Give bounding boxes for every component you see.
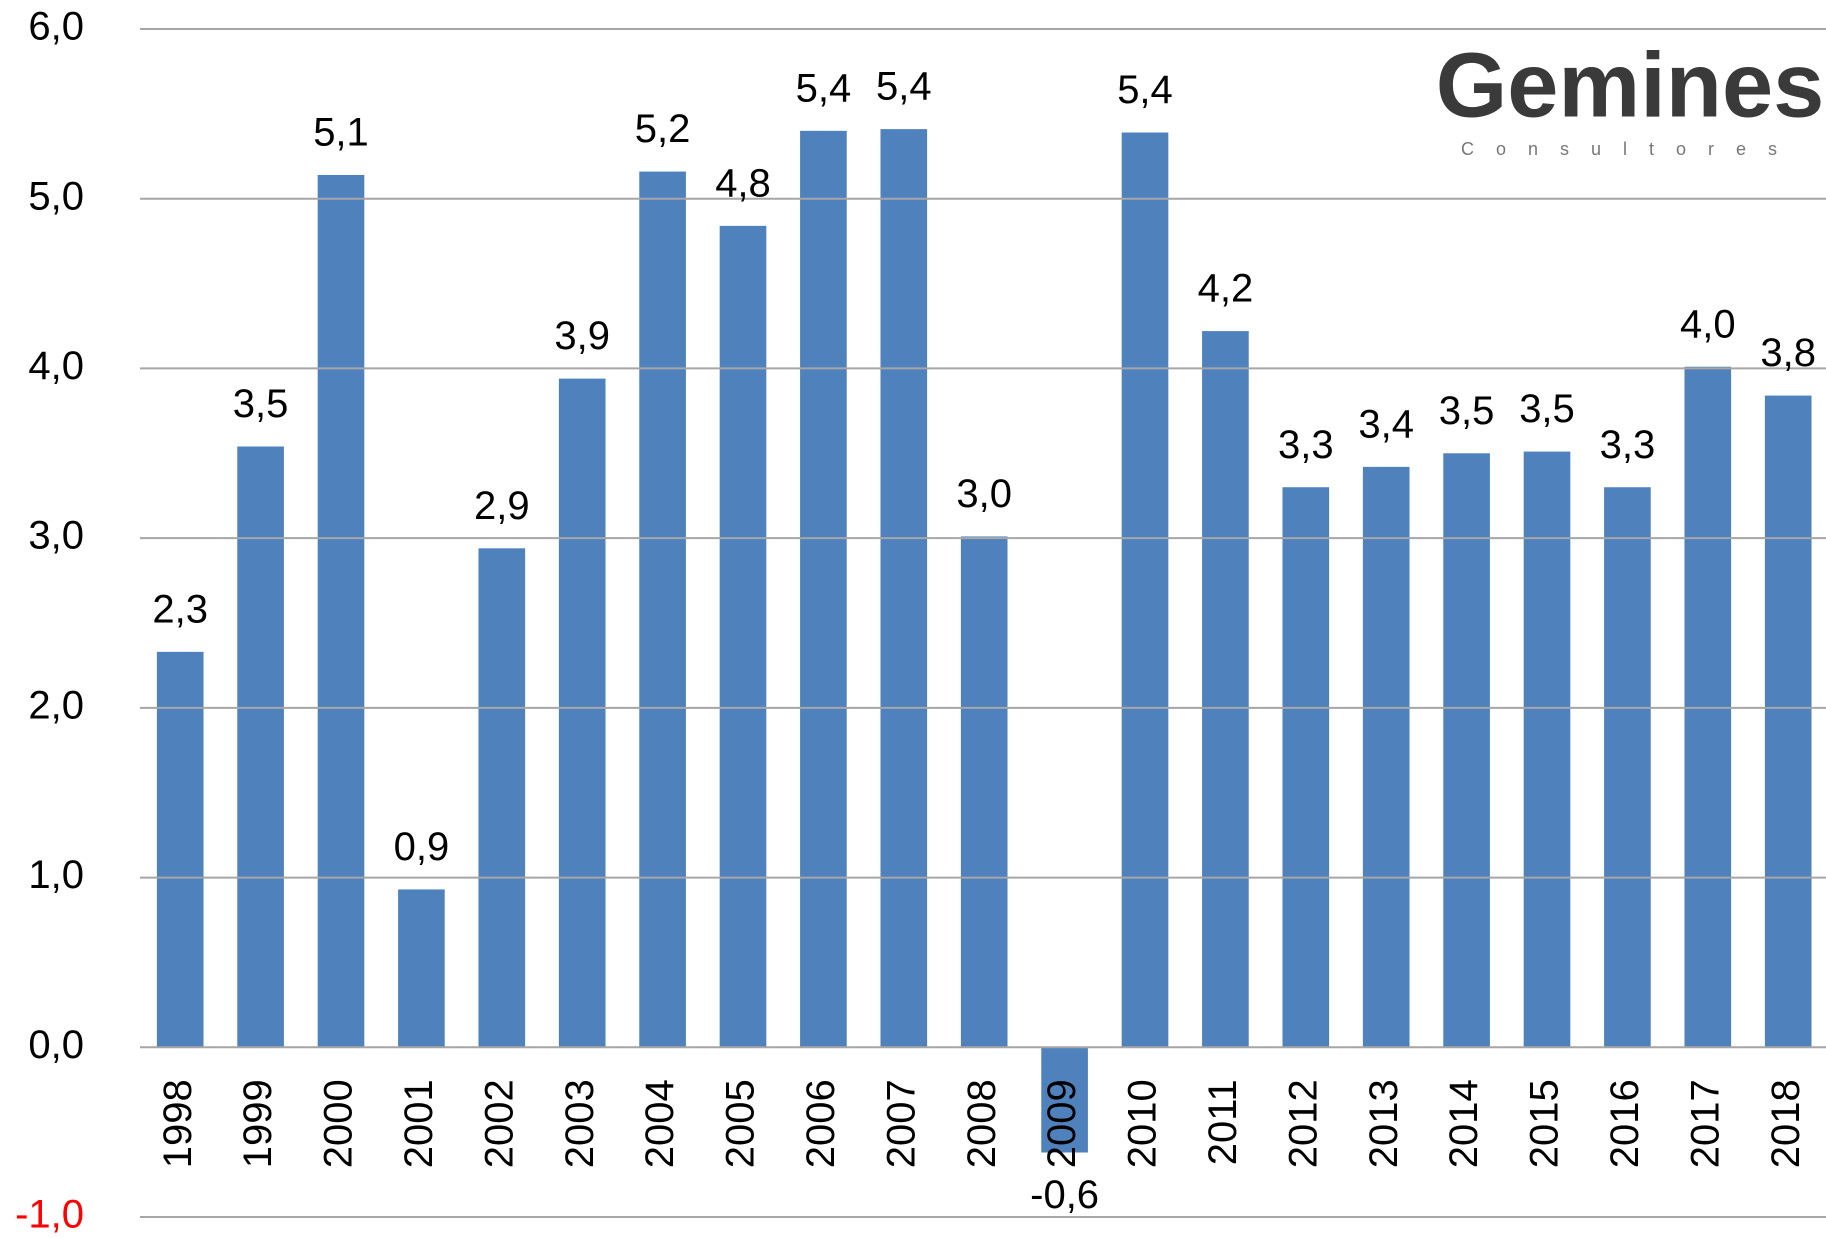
- data-label: 2,3: [152, 587, 208, 631]
- data-label: 5,1: [313, 111, 369, 155]
- y-tick-label: 4,0: [28, 344, 84, 388]
- bar: [558, 378, 606, 1048]
- x-tick-label: 2007: [879, 1079, 923, 1168]
- bar: [960, 536, 1008, 1048]
- bar: [156, 651, 204, 1048]
- data-label: 5,4: [876, 65, 932, 109]
- x-tick-label: 2016: [1603, 1079, 1647, 1168]
- bar: [1282, 487, 1330, 1048]
- data-label: 3,5: [1439, 389, 1495, 433]
- bar: [1041, 1047, 1088, 1153]
- bar: [1523, 451, 1571, 1048]
- x-tick-label: 1998: [156, 1079, 200, 1168]
- bar: [1604, 487, 1651, 1048]
- x-tick-label: 2002: [477, 1079, 521, 1168]
- x-tick-label: 2018: [1764, 1079, 1808, 1168]
- data-label: 5,4: [796, 66, 852, 110]
- y-tick-label: 5,0: [28, 174, 84, 218]
- data-label: 3,4: [1358, 402, 1414, 446]
- data-label: 4,8: [715, 161, 771, 205]
- data-label: 4,2: [1198, 267, 1254, 311]
- bar: [398, 889, 445, 1048]
- data-label: 3,5: [1519, 387, 1575, 431]
- x-tick-label: 2013: [1362, 1079, 1406, 1168]
- data-label: 3,5: [233, 382, 289, 426]
- logo-name: Gemines: [1436, 34, 1825, 136]
- bar: [478, 548, 526, 1048]
- bar: [1121, 132, 1169, 1048]
- y-tick-label: 0,0: [28, 1023, 84, 1067]
- data-label: 0,9: [394, 825, 450, 869]
- x-tick-label: 2014: [1442, 1079, 1486, 1168]
- data-label: 3,0: [956, 472, 1012, 516]
- data-label: -0,6: [1030, 1173, 1099, 1217]
- bar: [1764, 395, 1812, 1048]
- bar: [800, 130, 847, 1048]
- x-tick-label: 2017: [1683, 1079, 1727, 1168]
- data-label: 5,2: [635, 107, 691, 151]
- x-tick-label: 2010: [1121, 1079, 1165, 1168]
- bar: [880, 129, 928, 1048]
- data-label: 5,4: [1117, 68, 1173, 112]
- data-label: 3,8: [1760, 331, 1816, 375]
- data-label: 4,0: [1680, 302, 1736, 346]
- bar: [639, 171, 686, 1048]
- x-tick-label: 2011: [1201, 1079, 1245, 1165]
- bar: [719, 225, 767, 1048]
- x-tick-label: 2009: [1040, 1079, 1084, 1168]
- x-tick-label: 2000: [317, 1079, 361, 1168]
- data-label: 2,9: [474, 484, 530, 528]
- data-label: 3,3: [1278, 423, 1334, 467]
- y-tick-label: 6,0: [28, 5, 84, 49]
- y-tick-label: 2,0: [28, 683, 84, 727]
- x-tick-label: 2006: [799, 1079, 843, 1168]
- logo-subtitle: Consultores: [1461, 139, 1799, 159]
- y-tick-label: 3,0: [28, 514, 84, 558]
- data-label: 3,3: [1600, 423, 1656, 467]
- bar: [237, 446, 284, 1048]
- bar: [1202, 331, 1249, 1048]
- data-label: 3,9: [554, 314, 610, 358]
- x-tick-label: 2003: [558, 1079, 602, 1168]
- bar: [1443, 453, 1490, 1048]
- x-tick-label: 2001: [397, 1079, 441, 1168]
- x-tick-label: 2004: [638, 1079, 682, 1168]
- x-tick-label: 2005: [719, 1079, 763, 1168]
- x-tick-label: 2012: [1281, 1079, 1325, 1168]
- bar: [1362, 466, 1410, 1048]
- y-tick-label: -1,0: [15, 1193, 84, 1237]
- x-tick-label: 2015: [1523, 1079, 1567, 1168]
- bar: [317, 174, 365, 1048]
- x-tick-label: 2008: [960, 1079, 1004, 1168]
- y-tick-label: 1,0: [28, 853, 84, 897]
- x-tick-label: 1999: [236, 1079, 280, 1168]
